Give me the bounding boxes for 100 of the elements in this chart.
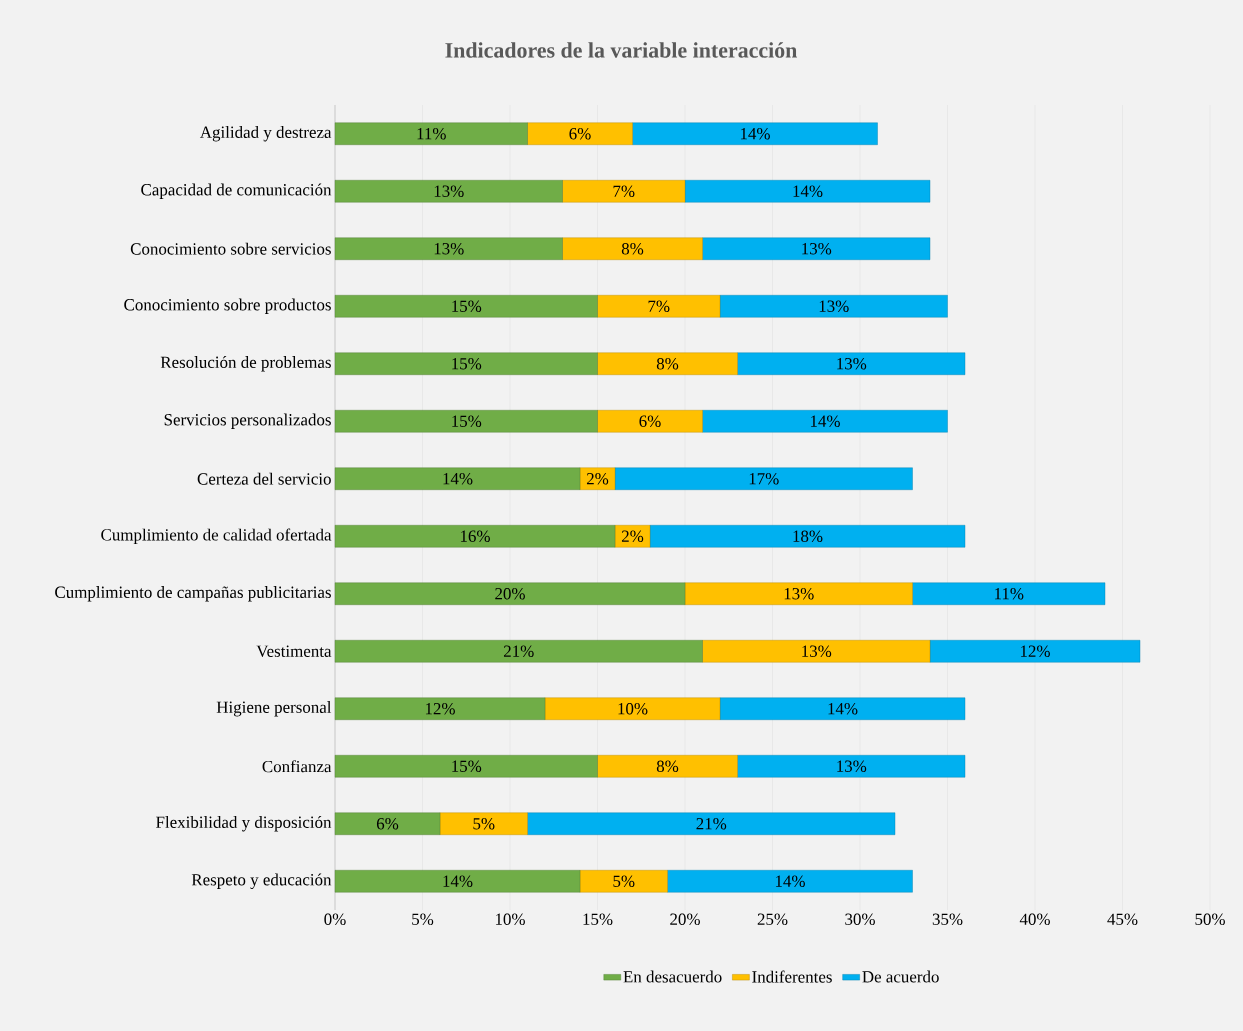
bar xyxy=(334,525,616,548)
bar xyxy=(334,582,686,605)
bar xyxy=(439,812,528,835)
bar xyxy=(702,640,931,663)
data-label: 11% xyxy=(995,587,1024,600)
data-label: 17% xyxy=(749,472,779,485)
bar xyxy=(667,870,913,893)
data-label: 13% xyxy=(802,242,832,255)
data-label: 18% xyxy=(793,530,823,542)
y-tick-label: Higiene personal xyxy=(216,701,332,717)
bar xyxy=(579,870,668,893)
bar xyxy=(527,812,896,835)
data-label: 11% xyxy=(417,127,446,140)
data-label: 12% xyxy=(1020,645,1050,657)
data-label: 21% xyxy=(503,645,534,657)
x-tick-label: 35% xyxy=(932,913,963,925)
bar xyxy=(684,180,931,203)
data-label: 6% xyxy=(569,127,591,140)
data-label: 13% xyxy=(837,357,867,370)
bar xyxy=(614,525,651,548)
x-tick-label: 25% xyxy=(757,913,788,925)
bar xyxy=(334,812,441,835)
data-label: 13% xyxy=(434,185,464,197)
data-label: 13% xyxy=(819,300,849,312)
data-label: 14% xyxy=(810,415,840,427)
y-tick-label: Agilidad y destreza xyxy=(199,126,332,142)
bar xyxy=(334,467,581,490)
data-label: 14% xyxy=(740,127,770,140)
bar xyxy=(579,467,616,490)
y-tick-label: Conocimiento sobre servicios xyxy=(130,242,331,255)
data-label: 12% xyxy=(425,702,455,715)
y-tick-label: Certeza del servicio xyxy=(197,472,331,485)
data-label: 14% xyxy=(443,472,473,485)
data-label: 7% xyxy=(613,185,635,197)
bar xyxy=(562,237,703,260)
bar xyxy=(597,755,738,778)
bar xyxy=(334,870,581,893)
x-tick-label: 45% xyxy=(1107,913,1138,925)
data-label: 15% xyxy=(452,357,482,370)
bar xyxy=(334,295,598,318)
bar xyxy=(597,410,703,433)
bar xyxy=(684,582,913,605)
y-tick-label: Resolución de problemas xyxy=(160,356,331,372)
y-tick-label: Cumplimiento de campañas publicitarias xyxy=(55,586,331,602)
y-tick-label: Flexibilidad y disposición xyxy=(156,816,332,832)
data-label: 15% xyxy=(452,415,482,427)
x-tick-label: 0% xyxy=(324,913,346,925)
x-tick-label: 15% xyxy=(583,913,613,925)
bar xyxy=(632,122,878,145)
legend-label: De acuerdo xyxy=(862,970,939,983)
x-tick-label: 50% xyxy=(1195,913,1225,925)
bar xyxy=(702,237,931,260)
y-tick-label: Vestimenta xyxy=(256,645,332,657)
data-label: 7% xyxy=(648,300,670,312)
y-tick-label: Respeto y educación xyxy=(191,873,332,889)
data-label: 20% xyxy=(495,587,525,600)
legend-label: Indiferentes xyxy=(752,970,832,983)
bar xyxy=(334,640,703,663)
data-label: 13% xyxy=(434,242,464,255)
bar xyxy=(334,237,563,260)
bar xyxy=(527,122,633,145)
bar xyxy=(702,410,948,433)
bar xyxy=(334,755,598,778)
bar xyxy=(737,352,966,375)
bar xyxy=(737,755,966,778)
x-tick-label: 20% xyxy=(670,913,700,925)
y-tick-label: Conocimiento sobre productos xyxy=(124,298,331,314)
data-label: 6% xyxy=(376,817,399,830)
bar xyxy=(334,122,528,145)
y-tick-label: Capacidad de comunicación xyxy=(141,183,332,199)
data-label: 10% xyxy=(618,702,648,715)
bar xyxy=(334,410,598,433)
bar xyxy=(614,467,913,490)
bar xyxy=(719,697,966,720)
data-label: 2% xyxy=(586,472,609,485)
data-label: 13% xyxy=(784,587,814,600)
bar xyxy=(719,295,948,318)
data-label: 15% xyxy=(452,760,482,772)
data-label: 15% xyxy=(452,300,482,312)
bar xyxy=(597,352,738,375)
bar xyxy=(544,697,721,720)
bar xyxy=(597,295,721,318)
data-label: 16% xyxy=(460,530,490,542)
data-label: 13% xyxy=(837,760,867,772)
bar xyxy=(562,180,686,203)
bar xyxy=(649,525,966,548)
x-tick-label: 40% xyxy=(1019,913,1050,925)
data-label: 14% xyxy=(443,875,473,887)
x-tick-label: 30% xyxy=(845,913,875,925)
data-label: 14% xyxy=(828,702,858,715)
data-label: 14% xyxy=(775,875,805,887)
data-label: 8% xyxy=(656,760,679,772)
legend-label: En desacuerdo xyxy=(623,970,722,983)
y-tick-label: Servicios personalizados xyxy=(164,413,331,429)
x-tick-label: 5% xyxy=(412,913,434,925)
bar xyxy=(334,697,546,720)
data-label: 14% xyxy=(793,185,823,197)
data-label: 8% xyxy=(621,242,644,255)
chart-title: Indicadores de la variable interacción xyxy=(445,42,798,58)
data-label: 21% xyxy=(696,817,727,830)
